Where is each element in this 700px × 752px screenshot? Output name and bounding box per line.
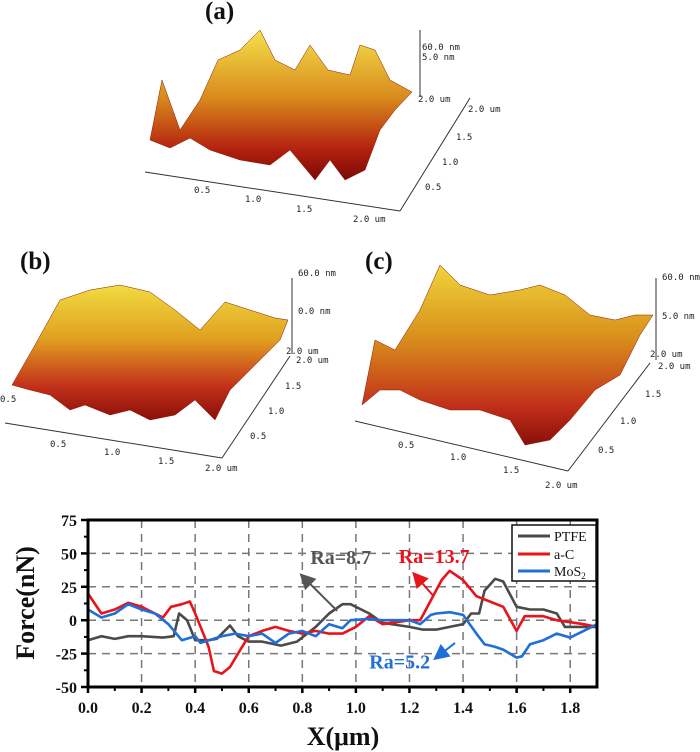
y-tick-label: 50 bbox=[61, 546, 77, 563]
legend-mos-text: MoS bbox=[554, 565, 581, 580]
x-tick-label: 0.4 bbox=[185, 700, 205, 717]
y-tick-label: -50 bbox=[56, 680, 77, 697]
afm-panel-a: (a) 60.0 nm 5.0 nm 0.5 1.0 1.5 2.0 um 0.… bbox=[100, 0, 520, 230]
x-tick-label: 0.8 bbox=[292, 700, 312, 717]
y-tick-label: 75 bbox=[61, 513, 77, 530]
x-tick-label: 1.8 bbox=[560, 700, 580, 717]
x-tick: 0.5 bbox=[398, 441, 414, 451]
x-tick: 1.5 bbox=[503, 466, 519, 476]
panel-label-c: (c) bbox=[365, 248, 393, 275]
afm-surface-a: 60.0 nm 5.0 nm 0.5 1.0 1.5 2.0 um 0.5 1.… bbox=[144, 29, 501, 225]
x-tick: 1.5 bbox=[158, 457, 174, 467]
legend-label-mos2: MoS2 bbox=[554, 565, 586, 581]
afm-panel-b: (b) 60.0 nm 0.0 nm 0.5 1.0 1.5 2.0 um 0.… bbox=[0, 240, 350, 500]
annotations: Ra=8.7 Ra=13.7 Ra=5.2 bbox=[299, 546, 470, 673]
x-tick-label: 1.6 bbox=[507, 700, 527, 717]
x-tick: 1.0 bbox=[104, 448, 120, 458]
z-label-top: 60.0 nm bbox=[662, 273, 700, 283]
y-tick: 0.5 bbox=[598, 446, 614, 456]
z-label-mid: 0.0 nm bbox=[298, 307, 331, 317]
series-line-mos2 bbox=[87, 602, 598, 659]
x-tick: 0.5 bbox=[194, 186, 210, 196]
legend-label-ptfe: PTFE bbox=[554, 530, 587, 545]
x-tick: 1.0 bbox=[450, 453, 466, 463]
series-line-ptfe bbox=[87, 577, 597, 647]
axis-ticks: 0.0 0.2 0.4 0.6 0.8 1.0 1.2 1.4 1.6 1.8 75 50 25 0 -25… bbox=[56, 513, 581, 717]
annotation-label: Ra=8.7 bbox=[310, 547, 371, 569]
y-tick-label: 0 bbox=[69, 613, 77, 630]
y-tick: 2.0 um bbox=[468, 105, 501, 115]
x-tick-label: 1.4 bbox=[453, 700, 473, 717]
afm-surface-b: 60.0 nm 0.0 nm 0.5 1.0 1.5 2.0 um 0.5 1.… bbox=[0, 269, 336, 474]
corner-tick: 2.0 um bbox=[286, 347, 319, 357]
z-label-mid: 5.0 nm bbox=[662, 312, 695, 322]
x-tick: 2.0 um bbox=[205, 464, 238, 474]
y-tick: 1.0 bbox=[442, 158, 458, 168]
z-label-top: 60.0 nm bbox=[298, 269, 336, 279]
x-tick-label: 1.2 bbox=[399, 700, 419, 717]
y-tick-label: -25 bbox=[56, 647, 77, 664]
afm-surface-c: 60.0 nm 5.0 nm 0.5 1.0 1.5 2.0 um 0.5 1.… bbox=[354, 264, 700, 491]
y-tick: 1.5 bbox=[285, 382, 301, 392]
annotation-label: Ra=13.7 bbox=[399, 546, 470, 568]
y-tick-label: 25 bbox=[61, 580, 77, 597]
corner-tick: 2.0 um bbox=[418, 95, 451, 105]
x-tick: 2.0 um bbox=[353, 215, 386, 225]
y-tick: 1.5 bbox=[456, 133, 472, 143]
legend: PTFE a-C MoS2 bbox=[511, 524, 597, 582]
x-tick: 1.5 bbox=[296, 205, 312, 215]
x-tick-label: 0.6 bbox=[239, 700, 259, 717]
x-tick: 1.0 bbox=[245, 195, 261, 205]
x-tick: 0.5 bbox=[50, 440, 66, 450]
y-tick: 2.0 um bbox=[658, 362, 691, 372]
y-tick: 2.0 um bbox=[296, 356, 329, 366]
annotation-arrow bbox=[299, 573, 338, 612]
corner-tick: 2.0 um bbox=[650, 350, 683, 360]
x-axis-title: X(μm) bbox=[307, 722, 380, 751]
y-tick: 0.5 bbox=[250, 432, 266, 442]
panel-label-b: (b) bbox=[20, 248, 51, 275]
legend-label-ac: a-C bbox=[554, 548, 574, 563]
afm-panel-c: (c) 60.0 nm 5.0 nm 0.5 1.0 1.5 2.0 um 0.… bbox=[340, 240, 700, 500]
annotation-label: Ra=5.2 bbox=[369, 651, 430, 673]
x-tick-label: 0.2 bbox=[132, 700, 152, 717]
y-tick: 1.5 bbox=[645, 390, 661, 400]
x-tick-label: 0.0 bbox=[78, 700, 98, 717]
z-label-top: 60.0 nm bbox=[422, 43, 460, 53]
annotation-arrow bbox=[433, 642, 456, 661]
z-label-mid: 5.0 nm bbox=[422, 53, 455, 63]
panel-label-a: (a) bbox=[205, 0, 235, 25]
y-tick: 0.5 bbox=[425, 183, 441, 193]
x-tick: 2.0 um bbox=[545, 481, 578, 491]
y-axis-title: Force(nN) bbox=[11, 546, 40, 660]
y-tick: 1.0 bbox=[620, 417, 636, 427]
x-tick-label: 1.0 bbox=[346, 700, 366, 717]
series-lines bbox=[86, 569, 598, 675]
y-tick: 1.0 bbox=[268, 407, 284, 417]
left-tick: 0.5 bbox=[0, 395, 16, 405]
annotation-arrow bbox=[412, 571, 435, 597]
legend-sub-2: 2 bbox=[581, 571, 586, 581]
force-chart: 0.0 0.2 0.4 0.6 0.8 1.0 1.2 1.4 1.6 1.8 75 50 25 0 -25… bbox=[11, 513, 599, 751]
